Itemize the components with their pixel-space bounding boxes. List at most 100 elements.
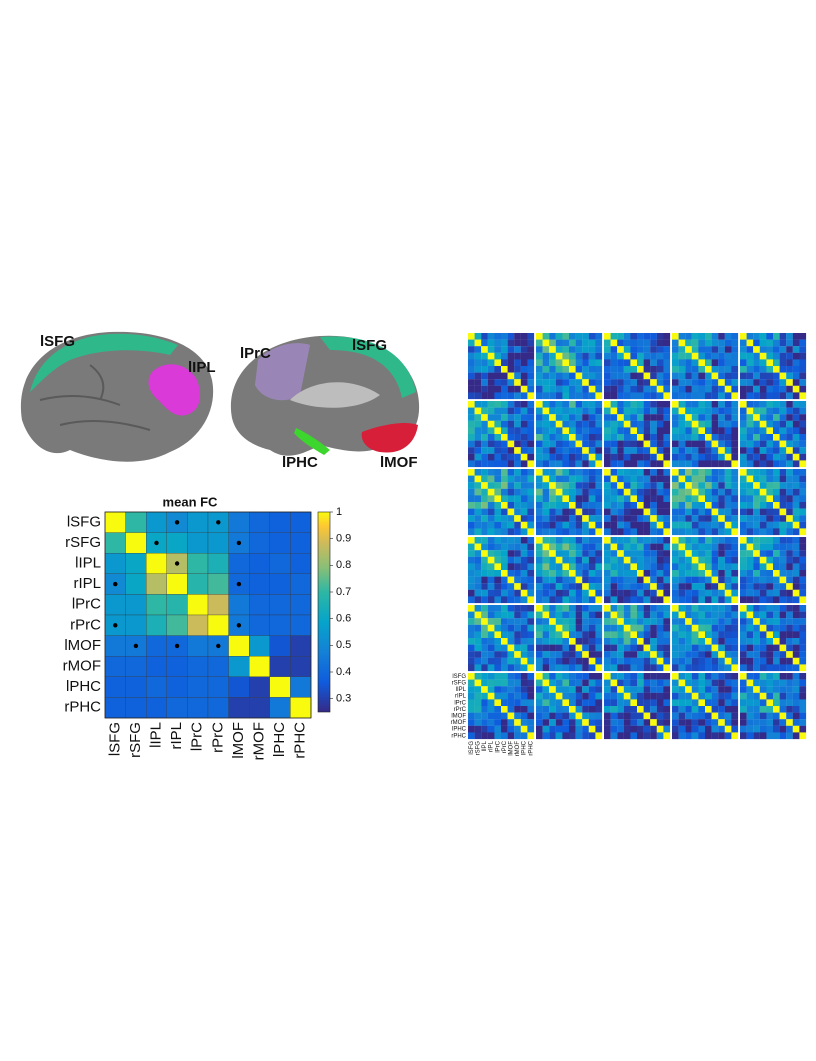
subject-cell: [520, 333, 528, 340]
subject-cell: [575, 366, 583, 373]
subject-cell: [549, 583, 556, 590]
subject-cell: [520, 414, 528, 421]
subject-cell: [595, 543, 603, 551]
subject-cell: [731, 352, 739, 360]
subject-cell: [514, 359, 521, 367]
subject-cell: [637, 502, 644, 509]
subject-cell: [630, 673, 638, 680]
subject-cell: [575, 712, 583, 720]
subject-cell: [786, 488, 793, 496]
subject-cell: [527, 392, 535, 400]
heatmap-cell: [269, 532, 291, 554]
subject-cell: [792, 460, 800, 468]
subject-cell: [474, 407, 482, 415]
subject-cell: [487, 453, 495, 461]
subject-cell: [731, 605, 739, 612]
subject-cell: [759, 719, 767, 726]
subject-cell: [643, 556, 651, 564]
subject-cell: [672, 427, 679, 435]
subject-cell: [663, 475, 671, 483]
subject-cell: [678, 475, 686, 483]
significance-marker: [154, 540, 159, 546]
subject-cell: [650, 359, 657, 367]
subject-cell: [474, 537, 482, 544]
subject-cell: [656, 576, 664, 584]
subject-cell: [753, 712, 760, 720]
subject-cell: [617, 550, 624, 557]
subject-cell: [685, 469, 692, 476]
subject-cell: [746, 712, 754, 720]
subject-cell: [474, 570, 482, 577]
heatmap-cell: [146, 594, 167, 616]
subject-cell: [786, 692, 793, 700]
subject-cell: [746, 725, 754, 733]
subject-cell: [766, 543, 774, 551]
subject-cell: [711, 502, 719, 509]
subject-cell: [520, 618, 528, 625]
subject-cell: [637, 732, 644, 740]
subject-cell: [487, 372, 495, 380]
subject-cell: [494, 352, 502, 360]
subject-cell: [678, 460, 686, 468]
subject-cell: [773, 638, 780, 645]
subject-row-label: lSFG: [452, 674, 466, 680]
subject-cell: [468, 414, 475, 421]
subject-cell: [678, 392, 686, 400]
subject-cell: [562, 495, 570, 503]
subject-cell: [575, 618, 583, 625]
subject-cell: [549, 379, 556, 386]
subject-cell: [643, 453, 651, 461]
subject-cell: [685, 414, 692, 421]
subject-cell: [610, 440, 618, 448]
subject-cell: [672, 453, 679, 461]
significance-marker: [113, 581, 118, 587]
subject-cell: [474, 556, 482, 564]
subject-cell: [536, 692, 543, 700]
subject-cell: [474, 414, 482, 421]
subject-cell: [786, 570, 793, 577]
subject-cell: [582, 359, 589, 367]
subject-cell: [746, 664, 754, 672]
subject-cell: [610, 605, 618, 612]
subject-cell: [588, 420, 596, 428]
subject-cell: [731, 502, 739, 509]
subject-cell: [582, 339, 589, 347]
subject-cell: [604, 440, 611, 448]
subject-cell: [759, 673, 767, 680]
subject-cell: [672, 732, 679, 740]
subject-cell: [691, 407, 699, 415]
subject-cell: [672, 407, 679, 415]
subject-cell: [555, 638, 563, 645]
subject-cell: [623, 618, 631, 625]
subject-cell: [643, 732, 651, 740]
brain-label: lIPL: [188, 359, 216, 376]
subject-cell: [514, 651, 521, 658]
subject-cell: [643, 664, 651, 672]
subject-cell: [549, 482, 556, 489]
subject-cell: [562, 556, 570, 564]
subject-cell: [650, 712, 657, 720]
subject-cell: [630, 521, 638, 529]
subject-cell: [792, 543, 800, 551]
subject-cell: [672, 434, 679, 441]
subject-col-label: rSFG: [475, 741, 481, 756]
subject-cell: [582, 528, 589, 536]
subject-cell: [711, 392, 719, 400]
subject-cell: [724, 543, 732, 551]
subject-cell: [650, 447, 657, 454]
subject-cell: [623, 624, 631, 632]
heatmap-cell: [228, 656, 250, 677]
subject-cell: [643, 434, 651, 441]
subject-cell: [588, 333, 596, 340]
subject-cell: [698, 407, 706, 415]
subject-cell: [536, 589, 543, 597]
subject-cell: [569, 638, 576, 645]
subject-cell: [494, 392, 502, 400]
subject-cell: [779, 379, 787, 386]
subject-cell: [766, 692, 774, 700]
subject-cell: [773, 631, 780, 639]
subject-cell: [582, 686, 589, 693]
subject-cell: [799, 605, 807, 612]
subject-cell: [731, 692, 739, 700]
subject-cell: [698, 651, 706, 658]
